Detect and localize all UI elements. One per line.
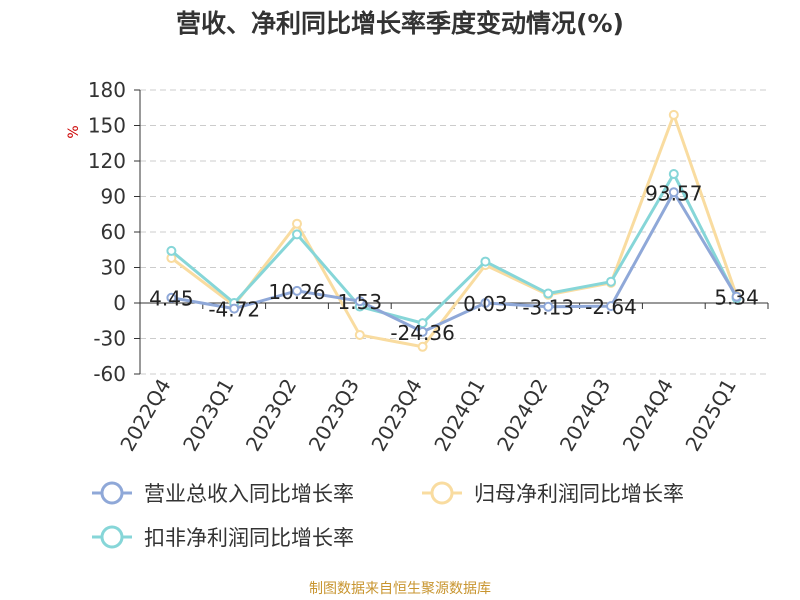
x-tick-label: 2025Q1 (680, 375, 740, 456)
data-point (668, 109, 679, 120)
data-label: -2.64 (585, 295, 637, 319)
data-point (480, 256, 491, 267)
data-label: -4.72 (208, 298, 260, 322)
y-axis-label: % (66, 125, 82, 138)
data-label: 5.34 (714, 286, 759, 310)
data-label: 4.45 (149, 287, 194, 311)
legend-item[interactable]: 扣非净利润同比增长率 (92, 525, 354, 550)
y-tick-label: 60 (101, 220, 126, 244)
data-point (354, 329, 365, 340)
data-label: 0.03 (463, 292, 508, 316)
y-tick-label: 30 (101, 256, 126, 280)
x-tick-label: 2024Q4 (618, 375, 678, 456)
legend-label: 营业总收入同比增长率 (144, 482, 354, 506)
data-point (229, 303, 240, 314)
data-point (292, 229, 302, 240)
y-tick-label: 0 (113, 291, 126, 315)
y-tick-label: 90 (101, 185, 126, 209)
legend-item[interactable]: 归母净利润同比增长率 (422, 481, 684, 506)
series-line (170, 172, 738, 325)
x-tick-label: 2023Q4 (366, 375, 426, 456)
legend-swatch-marker (100, 481, 124, 505)
y-tick-label: 150 (88, 114, 126, 138)
legend-swatch-marker (430, 481, 454, 505)
series-layer (166, 109, 742, 352)
data-point (292, 218, 302, 229)
x-tick-label: 2023Q1 (178, 375, 238, 456)
y-tick-label: -60 (93, 362, 126, 386)
data-point (543, 288, 554, 299)
y-tick-label: 120 (88, 149, 126, 173)
data-point (417, 326, 428, 337)
data-point (606, 301, 616, 312)
data-point (668, 169, 679, 180)
grid-layer (140, 89, 768, 375)
x-tick-label: 2022Q4 (115, 375, 175, 456)
data-point (543, 301, 554, 312)
data-point (292, 285, 302, 296)
x-tick-label: 2024Q1 (429, 375, 489, 456)
x-tick-label: 2024Q2 (492, 375, 552, 456)
chart-title: 营收、净利同比增长率季度变动情况(%) (176, 9, 624, 38)
y-tick-label: 180 (88, 78, 126, 102)
y-tick-label: -30 (93, 327, 126, 351)
data-point (354, 296, 365, 307)
data-label: 93.57 (645, 181, 702, 205)
data-point (417, 341, 428, 352)
data-point (166, 245, 177, 256)
legend-label: 归母净利润同比增长率 (474, 482, 684, 506)
legend-label: 扣非净利润同比增长率 (144, 526, 354, 550)
series-line (170, 113, 739, 349)
x-tick-label: 2023Q2 (241, 375, 301, 456)
data-label-layer: 4.45 -4.72 10.26 1.53 -24.36 0.03 -3.13 -2.64 93… (149, 181, 759, 345)
data-label: -24.36 (390, 321, 454, 345)
legend-swatch-marker (100, 525, 124, 549)
data-point (480, 297, 491, 308)
x-tick-label: 2023Q3 (304, 375, 364, 456)
data-point (668, 187, 679, 198)
data-label: 10.26 (268, 280, 325, 304)
footer-source: 制图数据来自恒生聚源数据库 (309, 581, 491, 597)
x-tick-label: 2024Q3 (555, 375, 615, 456)
data-label: 1.53 (338, 290, 383, 314)
series-0 (166, 187, 742, 337)
data-point (166, 292, 177, 303)
data-point (606, 276, 616, 287)
data-label: -3.13 (522, 296, 574, 320)
series-line (171, 190, 738, 334)
legend-item[interactable]: 营业总收入同比增长率 (92, 481, 354, 506)
data-point (731, 291, 742, 302)
